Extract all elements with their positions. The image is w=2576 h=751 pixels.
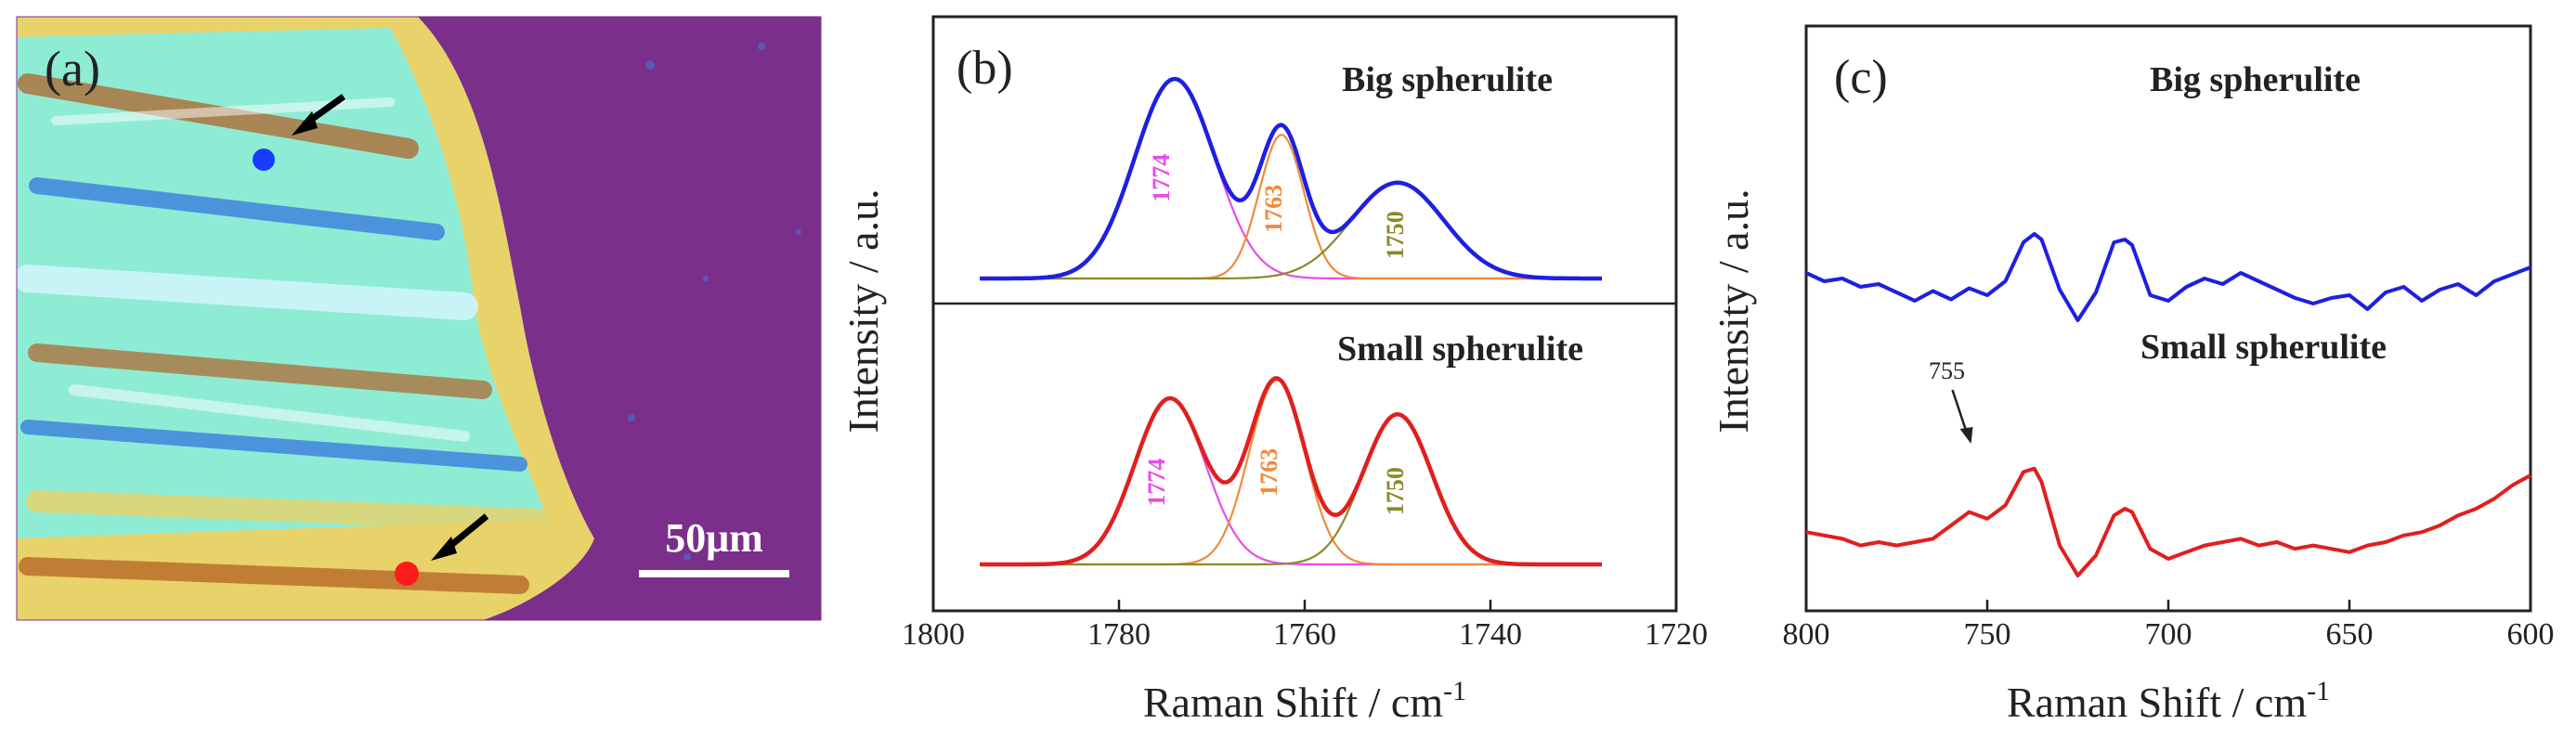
panel-c-frame — [1804, 24, 2532, 613]
annotation-arrow-head — [1959, 427, 1973, 444]
panel-c-xaxis: 800 750 700 650 600 — [1783, 600, 2555, 652]
c-xtick-label: 650 — [2326, 617, 2374, 652]
arrow-big — [292, 94, 346, 136]
panel-b-bottom-title: Small spherulite — [1337, 330, 1583, 369]
panel-c: Intensity / a.u. (c) Big spherulite Smal… — [1710, 24, 2555, 726]
panel-b-label: (b) — [956, 42, 1013, 95]
panel-b-xlabel: Raman Shift / cm-1 — [1143, 676, 1466, 726]
b-small-peak-label-1774: 1774 — [1143, 459, 1170, 507]
b-big-peak-label-1774: 1774 — [1148, 154, 1175, 202]
arrow-small — [431, 513, 489, 561]
b-big-peak-label-1750: 1750 — [1382, 211, 1409, 259]
big-spherulite-marker — [253, 149, 275, 171]
b-big-fit-line — [980, 76, 1602, 281]
panel-b-plot: 1774 1763 1750 1774 1763 1750 — [980, 76, 1602, 567]
panel-c-ylabel: Intensity / a.u. — [1710, 188, 1757, 433]
b-xtick-label: 1720 — [1645, 617, 1708, 652]
b-small-peak-1763 — [980, 379, 1602, 566]
b-xtick-label: 1760 — [1273, 617, 1336, 652]
small-spherulite-marker — [395, 562, 419, 586]
panel-b-ylabel: Intensity / a.u. — [839, 188, 887, 433]
panel-a: (a) 50μm — [16, 16, 822, 621]
b-big-peak-label-1763: 1763 — [1260, 185, 1287, 233]
c-xtick-label: 600 — [2507, 617, 2555, 652]
annotation-755-label: 755 — [1929, 357, 1965, 384]
c-big-spectrum-line — [1805, 232, 2531, 322]
c-xtick-label: 750 — [1964, 617, 2011, 652]
b-small-peak-1774 — [980, 396, 1602, 566]
c-small-spectrum-line — [1805, 466, 2531, 577]
panel-c-big-title: Big spherulite — [2150, 60, 2361, 99]
panel-c-label: (c) — [1834, 51, 1888, 104]
panel-a-label: (a) — [45, 41, 100, 97]
panel-c-plot — [1805, 232, 2531, 577]
b-big-peak-1763 — [980, 134, 1602, 280]
b-big-peak-1774 — [980, 77, 1602, 280]
micrograph-dots — [628, 43, 801, 561]
b-xtick-label: 1800 — [902, 617, 965, 652]
micrograph-frame — [16, 16, 822, 621]
panel-c-small-title: Small spherulite — [2140, 328, 2387, 367]
b-small-peak-1750 — [980, 413, 1602, 566]
b-small-peak-label-1763: 1763 — [1255, 448, 1282, 497]
b-big-peak-1750 — [980, 181, 1602, 280]
b-small-fit-line — [980, 376, 1602, 567]
spherulite-streaks — [17, 73, 550, 594]
panel-b: Intensity / a.u. (b) Big spherulite Smal… — [839, 15, 1708, 726]
c-xtick-label: 700 — [2145, 617, 2192, 652]
annotation-755-arrow — [1951, 389, 1973, 444]
c-xtick-label: 800 — [1783, 617, 1830, 652]
b-small-peak-label-1750: 1750 — [1382, 467, 1409, 515]
scale-bar-label: 50μm — [665, 515, 763, 561]
panel-b-xaxis: 1800 1780 1760 1740 1720 — [902, 600, 1708, 652]
panel-c-xlabel: Raman Shift / cm-1 — [2007, 676, 2330, 726]
annotation-arrow-shaft — [1951, 389, 1969, 435]
b-xtick-label: 1780 — [1087, 617, 1151, 652]
panel-b-top-title: Big spherulite — [1342, 60, 1553, 99]
panel-b-frame — [931, 15, 1678, 613]
b-xtick-label: 1740 — [1459, 617, 1522, 652]
